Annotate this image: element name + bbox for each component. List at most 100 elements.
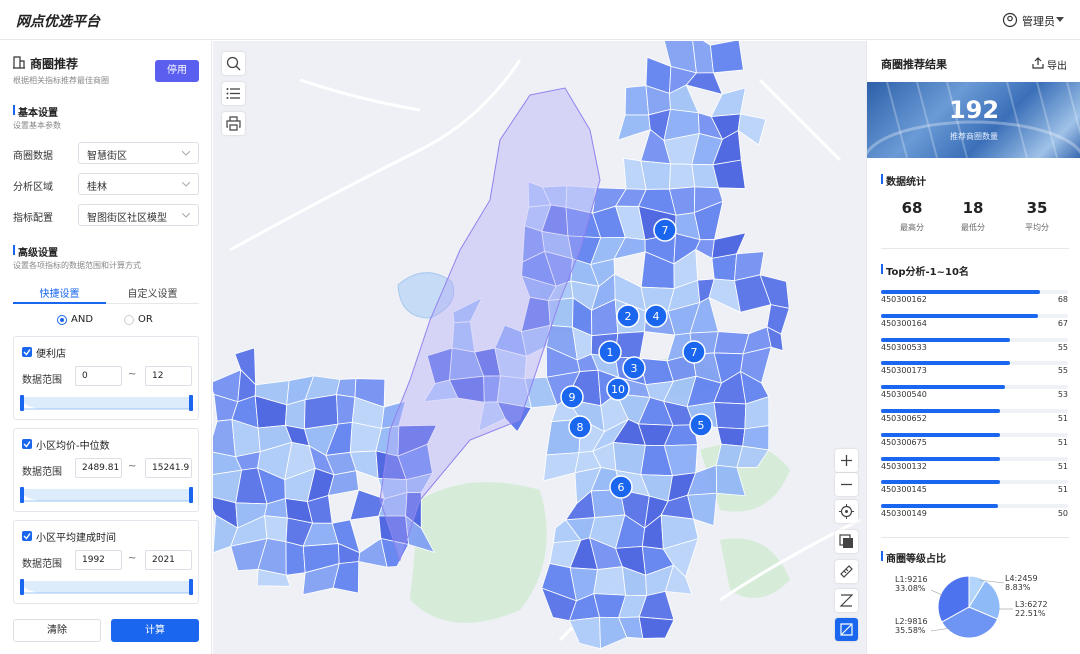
road <box>719 518 861 602</box>
locate-tool[interactable] <box>835 500 858 523</box>
pie-percent: 33.08% <box>895 584 926 593</box>
range-slider <box>20 395 193 411</box>
pie-label: L4:2459 <box>1005 574 1038 583</box>
user-icon-ring <box>1002 12 1018 28</box>
section-bar <box>881 264 883 274</box>
checkbox[interactable] <box>22 439 32 449</box>
zoom-in[interactable] <box>835 449 858 472</box>
zoom-out[interactable] <box>835 473 858 496</box>
check <box>23 349 31 356</box>
bar-value: 55 <box>1057 342 1068 352</box>
separator: ~ <box>128 461 137 472</box>
road <box>229 59 522 252</box>
range-slider <box>20 487 193 503</box>
stat-value: 68 <box>901 199 923 217</box>
bar-category: 450300149 <box>881 509 927 519</box>
pie-leader <box>930 627 952 632</box>
district <box>638 616 675 639</box>
stat-label: 平均分 <box>1025 223 1049 232</box>
tick <box>23 533 31 540</box>
max-input[interactable]: 12 <box>145 366 192 386</box>
map-marker-label: 7 <box>662 224 669 237</box>
select-box[interactable]: 智图街区社区模型 <box>78 204 199 226</box>
section-subtitle: 设置基本参数 <box>13 121 61 130</box>
district <box>709 41 744 74</box>
map-marker-label: 9 <box>569 391 576 404</box>
bar <box>881 337 1010 342</box>
filter-card: 便利店 数据范围 0 ~12 <box>13 336 199 420</box>
layers-tool[interactable] <box>835 530 858 553</box>
district <box>687 492 718 527</box>
select-value: 智慧街区 <box>87 151 127 162</box>
search-tool[interactable] <box>222 52 245 75</box>
separator: ~ <box>128 369 137 380</box>
print-tool[interactable] <box>222 112 245 135</box>
bar-value: 51 <box>1057 437 1068 447</box>
section-title: 商圈等级占比 <box>886 554 946 565</box>
slider-handle <box>189 579 193 595</box>
select-box[interactable]: 智慧街区 <box>78 142 199 164</box>
caret <box>1056 17 1064 22</box>
separator: ~ <box>128 553 137 564</box>
min-input[interactable]: 2489.81 <box>75 458 122 478</box>
checkbox[interactable] <box>22 531 32 541</box>
handle <box>235 65 241 71</box>
app-title: 网点优选平台 <box>16 14 100 30</box>
slider-handle <box>189 487 193 503</box>
area-tool[interactable] <box>835 589 858 612</box>
bar <box>881 409 1001 413</box>
right-panel: 商圈推荐结果 导出 192 推荐商圈数量 数据统计 68 最高分 18 最低分 35 平均分 Top分… <box>866 41 1080 654</box>
pie-percent: 8.83% <box>1005 583 1031 592</box>
toggle-button[interactable]: 停用 <box>155 60 199 82</box>
tab[interactable]: 自定义设置 <box>127 289 178 300</box>
section-title: 高级设置 <box>18 248 58 259</box>
user-name[interactable]: 管理员 <box>1022 15 1055 28</box>
banner-arc <box>867 120 1080 156</box>
study-area <box>379 87 601 562</box>
tab[interactable]: 快捷设置 <box>39 289 80 300</box>
list-dot <box>226 92 229 95</box>
min-input[interactable]: 1992 <box>75 550 122 570</box>
measure-tool[interactable] <box>835 560 858 583</box>
district <box>737 113 767 146</box>
map-marker <box>682 340 706 364</box>
radio[interactable] <box>124 315 134 325</box>
min-input[interactable]: 0 <box>75 366 122 386</box>
select-box[interactable]: 桂林 <box>78 173 199 195</box>
map-marker-label: 4 <box>653 310 660 323</box>
park <box>720 538 790 598</box>
radio[interactable] <box>57 315 67 325</box>
tab-underline <box>13 302 106 304</box>
bar-value: 50 <box>1057 509 1068 519</box>
compute-button[interactable]: 计算 <box>111 619 199 642</box>
left-panel: 商圈推荐 根据相关指标推荐最佳商圈 停用 基本设置 设置基本参数 商圈数据 智慧街区 分析区域… <box>0 41 212 654</box>
district <box>766 326 784 352</box>
pie-percent: 22.51% <box>1015 609 1046 618</box>
banner-art <box>867 82 1080 158</box>
pie-leader <box>978 579 1005 584</box>
pie-slice <box>937 575 970 623</box>
bar-value: 51 <box>1057 461 1068 471</box>
bar-value: 68 <box>1057 295 1068 304</box>
area-tool-icon <box>839 594 854 607</box>
map-marker <box>689 413 713 437</box>
max-input[interactable]: 2021 <box>145 550 192 570</box>
max-input[interactable]: 15241.9 <box>145 458 192 478</box>
layer-front <box>843 538 853 548</box>
locate-tool-icon <box>839 504 854 519</box>
list-dot <box>226 88 229 90</box>
list-dot <box>226 97 229 99</box>
draw-tool[interactable] <box>835 618 858 641</box>
clear-button[interactable]: 清除 <box>13 619 101 642</box>
list-tool[interactable] <box>222 82 245 105</box>
chevron <box>182 213 190 218</box>
select-value: 智图街区社区模型 <box>87 213 167 224</box>
slider-handle <box>20 395 24 411</box>
count-banner: 192 推荐商圈数量 <box>867 82 1080 158</box>
pie-label: L3:6272 <box>1015 600 1048 609</box>
zoom-in-icon <box>841 455 852 466</box>
checkbox[interactable] <box>22 347 32 357</box>
export-link[interactable]: 导出 <box>1047 61 1067 72</box>
map-marker-label: 3 <box>631 362 638 375</box>
polygon <box>840 623 853 636</box>
